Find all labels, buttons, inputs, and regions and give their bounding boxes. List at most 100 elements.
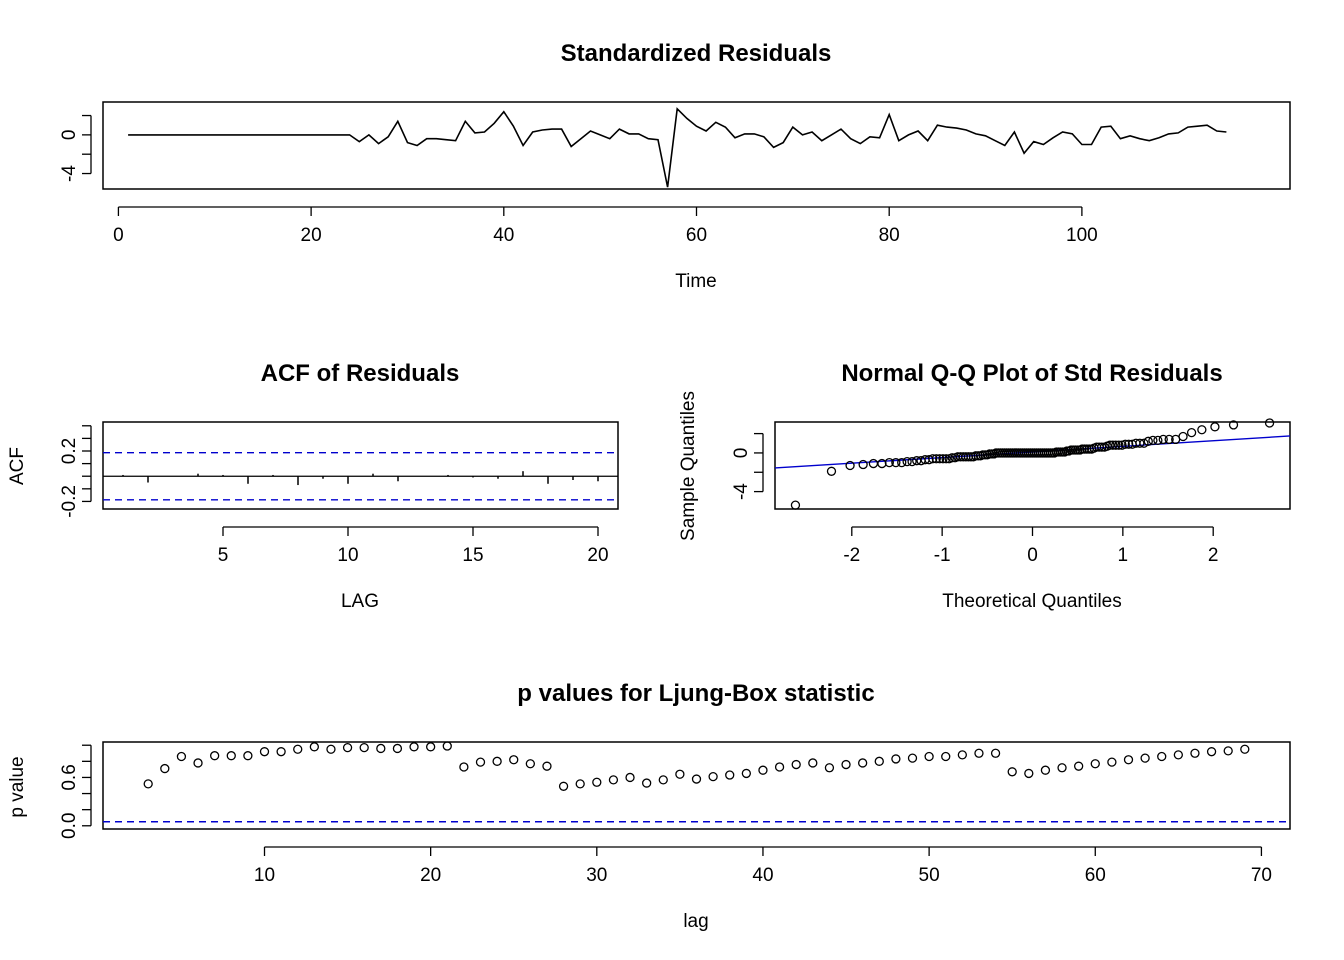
ljung-box-point (558, 781, 569, 791)
qq-point (935, 454, 945, 464)
ljung-box-point (990, 748, 1001, 758)
ljung-box-y-tick-label: 0.6 (59, 764, 80, 790)
ljung-box-point (824, 763, 835, 773)
acf-ylabel: ACF (7, 447, 28, 485)
qq-point (1124, 439, 1134, 449)
ljung-box-x-tick-label: 20 (420, 865, 441, 886)
ljung-box-point (226, 751, 236, 761)
std-x-tick-label: 40 (493, 225, 514, 246)
qq-point (891, 457, 901, 468)
ljung-box-point (808, 758, 818, 768)
qq-point (868, 458, 879, 469)
ljung-box-point (176, 751, 187, 762)
std-x-tick-label: 100 (1066, 225, 1098, 246)
qq-point (1228, 420, 1239, 430)
ljung-box-y-tick-label: 0.0 (59, 813, 80, 839)
ljung-box-xlabel: lag (683, 911, 708, 932)
std-residuals-plot-frame (102, 101, 1291, 190)
ljung-box-x-tick-label: 30 (586, 865, 607, 886)
ljung-box-point (475, 757, 486, 767)
ljung-box-point (193, 758, 203, 768)
ljung-box-point (708, 771, 718, 782)
ljung-box-point (907, 753, 918, 763)
ljung-box-point (243, 751, 253, 761)
ljung-box-point (376, 743, 386, 754)
ljung-box-point (941, 751, 951, 762)
qq-point (928, 454, 938, 464)
ljung-box-point (1157, 751, 1167, 762)
std-residuals-title: Standardized Residuals (561, 40, 832, 67)
qq-point (941, 454, 951, 464)
qq-point (1135, 438, 1145, 448)
ljung-box-point (1206, 747, 1217, 757)
qq-point (1153, 435, 1163, 446)
acf-panel: ACF of Residuals LAG ACF 5 10 15 20 -0.2 0.2 (7, 360, 619, 612)
ljung-box-point (542, 761, 552, 771)
qq-point (1105, 440, 1115, 450)
qq-x-tick-label: -2 (843, 545, 860, 566)
ljung-box-point (575, 779, 585, 789)
qq-point (1108, 440, 1118, 450)
qq-y-tick-label: 0 (731, 448, 752, 459)
qq-point (971, 451, 981, 461)
ljung-box-x-tick-label: 60 (1085, 865, 1106, 886)
ljung-box-point (658, 775, 668, 785)
qq-point (1178, 431, 1188, 442)
qq-point (1210, 422, 1220, 432)
ljung-box-point (774, 762, 785, 772)
ljung-box-point (1024, 768, 1034, 779)
acf-plot-frame (102, 421, 619, 510)
ljung-box-point (210, 751, 220, 761)
ljung-box-point (392, 743, 403, 754)
std-y-tick-label: 0 (59, 130, 80, 141)
qq-point (858, 459, 868, 470)
acf-x-tick-label: 10 (337, 545, 358, 566)
ljung-box-point (1040, 765, 1051, 775)
ljung-box-point (758, 765, 768, 775)
acf-y-tick-label: -0.2 (59, 485, 80, 518)
ljung-box-point (459, 762, 469, 772)
ljung-box-title: p values for Ljung-Box statistic (517, 680, 874, 707)
ljung-box-point (691, 774, 702, 784)
ljung-box-point (1107, 757, 1117, 767)
std-y-tick-label: -4 (59, 165, 80, 182)
ljung-box-point (143, 779, 153, 789)
ljung-box-point (525, 759, 535, 769)
ljung-box-x-tick-label: 10 (254, 865, 275, 886)
acf-x-tick-label: 15 (462, 545, 483, 566)
qq-point (897, 457, 907, 468)
qq-point (1197, 425, 1207, 435)
qq-point (938, 454, 948, 464)
ljung-box-point (741, 768, 751, 779)
qq-point (966, 452, 976, 462)
qq-point (1139, 438, 1149, 448)
ljung-box-point (642, 778, 652, 788)
ljung-box-point (1074, 761, 1084, 771)
ljung-box-point (1057, 763, 1067, 773)
std-x-tick-label: 0 (113, 225, 124, 246)
qq-point (1264, 418, 1275, 428)
ljung-box-panel: p values for Ljung-Box statistic lag p v… (7, 680, 1291, 932)
ljung-box-point (1173, 750, 1183, 760)
ljung-box-point (924, 751, 934, 762)
ljung-box-plot-frame (102, 741, 1291, 830)
ljung-box-point (1090, 759, 1100, 769)
qq-point (931, 454, 941, 464)
ljung-box-point (608, 775, 619, 785)
qq-point (1148, 435, 1158, 446)
ljung-box-point (1240, 744, 1250, 754)
ljung-box-point (957, 750, 967, 760)
std-residuals-series-line (128, 107, 1227, 188)
ljung-box-point (293, 744, 303, 754)
ljung-box-point (409, 742, 419, 752)
qq-panel: Normal Q-Q Plot of Std Residuals Theoret… (678, 360, 1291, 612)
acf-x-tick-label: 20 (587, 545, 608, 566)
ljung-box-point (160, 763, 170, 774)
ljung-box-point (1223, 746, 1233, 756)
ljung-box-point (276, 747, 286, 757)
ljung-box-point (1190, 748, 1200, 758)
ljung-box-point (259, 747, 270, 757)
qq-title: Normal Q-Q Plot of Std Residuals (841, 360, 1222, 387)
ljung-box-point (426, 742, 436, 752)
